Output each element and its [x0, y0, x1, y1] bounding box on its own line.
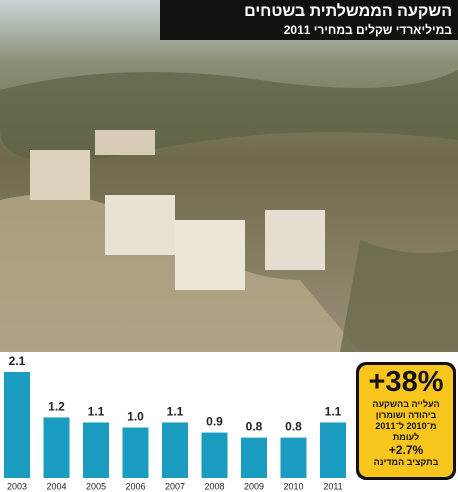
bar [320, 422, 346, 478]
x-tick-label: 2003 [7, 481, 27, 491]
x-tick-label: 2008 [204, 481, 224, 491]
value-label: 1.1 [88, 404, 105, 418]
callout-compare: לעומת [392, 432, 420, 442]
bar [280, 437, 307, 478]
bar [241, 437, 267, 478]
value-label: 0.8 [246, 420, 263, 434]
header-band [160, 0, 458, 40]
bar [162, 422, 188, 478]
x-tick-label: 2011 [323, 481, 342, 491]
x-tick-label: 2004 [46, 481, 66, 491]
value-label: 0.9 [206, 415, 223, 429]
bar [83, 422, 109, 478]
value-label: 1.0 [127, 410, 144, 424]
value-label: 2.1 [9, 354, 26, 368]
subtitle: במיליארדי שקלים במחירי 2011 [284, 23, 453, 37]
x-tick-label: 2005 [86, 481, 106, 491]
title: השקעה הממשלתית בשטחים [244, 2, 452, 20]
value-label: 1.1 [325, 404, 342, 418]
x-tick-label: 2006 [125, 481, 145, 491]
bar [43, 417, 70, 478]
bar [122, 427, 149, 478]
bar [201, 432, 228, 478]
callout-figure: +2.7% [388, 443, 424, 457]
x-tick-label: 2009 [244, 481, 264, 491]
value-label: 0.8 [285, 420, 302, 434]
callout-headline: +38% [368, 366, 444, 398]
value-label: 1.1 [167, 404, 184, 418]
x-tick-label: 2010 [283, 481, 303, 491]
x-tick-label: 2007 [165, 481, 185, 491]
photo [0, 0, 458, 352]
bar [4, 372, 30, 478]
callout: +38% העלייה בהשקעה ביהודה ושומרון מ־2010… [356, 362, 456, 480]
value-label: 1.2 [48, 399, 65, 413]
callout-text: העלייה בהשקעה ביהודה ושומרון מ־2010 ל־20… [372, 399, 440, 431]
callout-source: בתקציב המדינה [373, 457, 439, 467]
